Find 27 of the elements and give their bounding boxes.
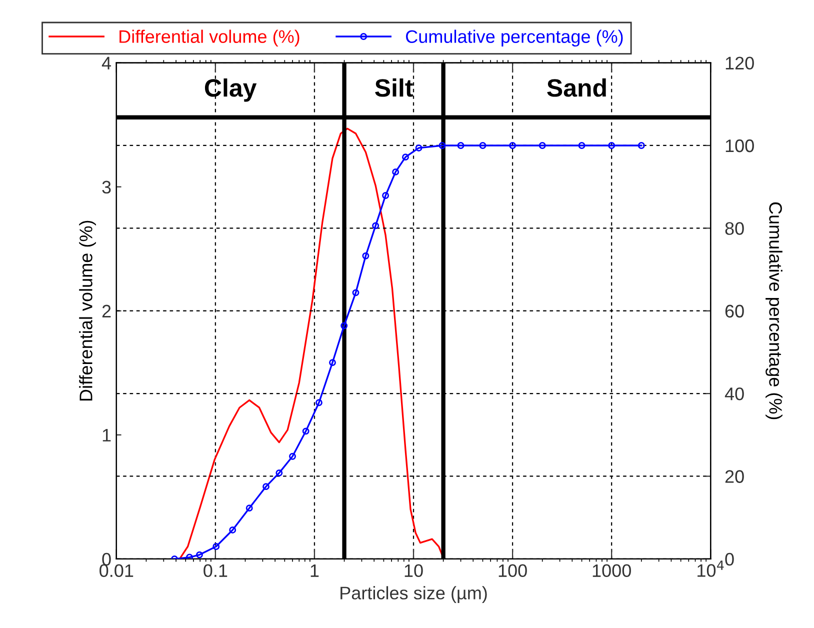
y2-tick-label: 80 (725, 222, 744, 235)
y-axis-title: Differential volume (%) (79, 220, 96, 401)
y2-axis-title: Cumulative percentage (%) (766, 202, 782, 420)
y-tick-label: 0 (102, 552, 111, 566)
y-tick-label: 3 (102, 180, 111, 194)
legend-label: Differential volume (%) (120, 30, 300, 47)
y2-tick-label: 40 (724, 387, 744, 400)
y2-tick-label: 100 (726, 139, 754, 152)
legend-label: Cumulative percentage (%) (406, 30, 623, 47)
x-tick-label: 0.01 (100, 564, 134, 578)
y2-tick-label: 20 (725, 470, 744, 483)
annotation: Clay (204, 78, 257, 102)
x-tick-label: 10$^{4}$ (698, 560, 724, 577)
x-tick-label: 10 (404, 564, 423, 578)
y2-tick-label: 120 (726, 56, 754, 70)
x-axis-title: Particles size (µm) (340, 586, 487, 603)
y2-tick-label: 0 (725, 552, 734, 566)
annotation: Sand (547, 78, 606, 97)
y-tick-label: 1 (102, 429, 111, 442)
y-tick-label: 4 (102, 56, 112, 70)
x-tick-label: 1000 (592, 564, 631, 578)
x-tick-label: 0.1 (204, 564, 228, 578)
annotation: Silt (375, 78, 413, 97)
x-tick-label: 1 (310, 564, 319, 577)
x-tick-label: 100 (498, 564, 527, 578)
y2-tick-label: 60 (725, 304, 744, 318)
y-tick-label: 2 (102, 304, 111, 318)
